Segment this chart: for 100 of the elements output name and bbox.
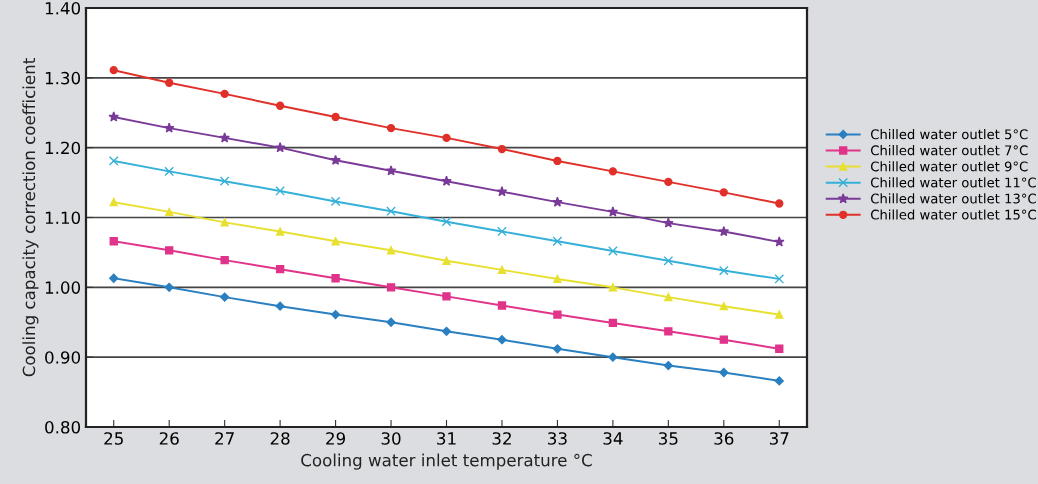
point xyxy=(442,292,451,301)
point xyxy=(330,309,341,320)
x-tick-label: 31 xyxy=(437,432,456,445)
point xyxy=(497,144,507,154)
point xyxy=(664,327,673,336)
point xyxy=(775,199,784,208)
point xyxy=(497,301,507,310)
y-tick-label: 1.10 xyxy=(45,211,81,225)
point xyxy=(219,132,230,143)
y-axis-title: Cooling capacity correction coefficient xyxy=(22,58,39,377)
point xyxy=(275,101,285,110)
point xyxy=(109,237,118,246)
point xyxy=(664,292,673,302)
point xyxy=(108,111,120,122)
x-axis-title: Cooling water inlet temperature °C xyxy=(301,453,592,470)
point xyxy=(718,225,730,237)
x-tick-label: 29 xyxy=(326,432,346,445)
point xyxy=(164,166,175,177)
point xyxy=(718,265,729,276)
point xyxy=(775,310,784,319)
point xyxy=(496,186,508,197)
point xyxy=(497,226,507,237)
y-tick-label: 0.90 xyxy=(45,351,81,364)
y-tick-label: 1.20 xyxy=(45,141,81,155)
point xyxy=(607,206,619,217)
legend-label: Chilled water outlet 15°C xyxy=(870,209,1036,220)
point xyxy=(608,283,618,292)
x-tick-label: 33 xyxy=(548,432,567,445)
point xyxy=(109,197,118,207)
point xyxy=(663,255,674,266)
point xyxy=(552,196,563,207)
point xyxy=(442,133,451,143)
point xyxy=(275,227,285,236)
point xyxy=(608,318,618,328)
point xyxy=(386,317,396,327)
legend-label: Chilled water outlet 11°C xyxy=(870,177,1036,188)
legend-label: Chilled water outlet 7°C xyxy=(870,145,1028,156)
point xyxy=(108,156,119,166)
x-tick-label: 34 xyxy=(603,432,623,445)
point xyxy=(441,326,452,336)
y-tick-label: 1.30 xyxy=(45,71,81,85)
point xyxy=(164,282,174,292)
point xyxy=(219,176,230,187)
point xyxy=(386,123,396,133)
point xyxy=(553,310,562,319)
point xyxy=(775,344,784,353)
x-tick-label: 30 xyxy=(381,432,401,445)
point xyxy=(386,283,396,292)
point xyxy=(663,217,674,228)
x-tick-label: 27 xyxy=(215,432,234,445)
point xyxy=(165,246,174,255)
point xyxy=(275,301,285,311)
x-tick-label: 25 xyxy=(104,432,123,445)
point xyxy=(719,335,728,344)
point xyxy=(275,186,285,196)
point xyxy=(163,122,175,133)
x-tick-label: 37 xyxy=(769,432,789,445)
point xyxy=(331,237,340,246)
point xyxy=(663,360,673,371)
y-tick-label: 1.40 xyxy=(45,1,81,15)
point xyxy=(552,236,563,247)
point xyxy=(608,246,618,256)
point xyxy=(608,167,618,176)
point xyxy=(608,352,618,362)
point xyxy=(773,236,785,247)
point xyxy=(441,175,452,186)
point xyxy=(330,196,341,207)
point xyxy=(552,344,563,354)
point xyxy=(497,335,507,345)
point xyxy=(330,154,341,165)
point xyxy=(385,165,397,176)
point xyxy=(386,206,396,217)
point xyxy=(109,65,118,75)
x-tick-label: 32 xyxy=(492,432,511,445)
point xyxy=(109,273,119,283)
x-tick-label: 26 xyxy=(159,432,179,445)
point xyxy=(774,376,784,386)
x-tick-label: 36 xyxy=(714,432,734,445)
point xyxy=(220,292,230,302)
y-tick-label: 0.80 xyxy=(45,420,81,434)
x-tick-label: 35 xyxy=(659,432,678,445)
x-tick-label: 28 xyxy=(270,432,290,445)
point xyxy=(442,256,451,265)
legend-label: Chilled water outlet 13°C xyxy=(870,193,1036,204)
point xyxy=(220,255,229,265)
y-tick-label: 1.00 xyxy=(45,281,81,294)
point xyxy=(553,156,562,166)
point xyxy=(274,142,286,153)
point xyxy=(220,218,229,227)
legend-label: Chilled water outlet 9°C xyxy=(870,161,1028,172)
point xyxy=(386,246,396,255)
point xyxy=(220,89,229,99)
point xyxy=(165,207,174,217)
point xyxy=(719,188,728,197)
point xyxy=(719,367,729,378)
point xyxy=(553,274,562,284)
point xyxy=(165,78,174,87)
point xyxy=(719,302,728,311)
point xyxy=(497,265,507,275)
point xyxy=(441,216,452,227)
